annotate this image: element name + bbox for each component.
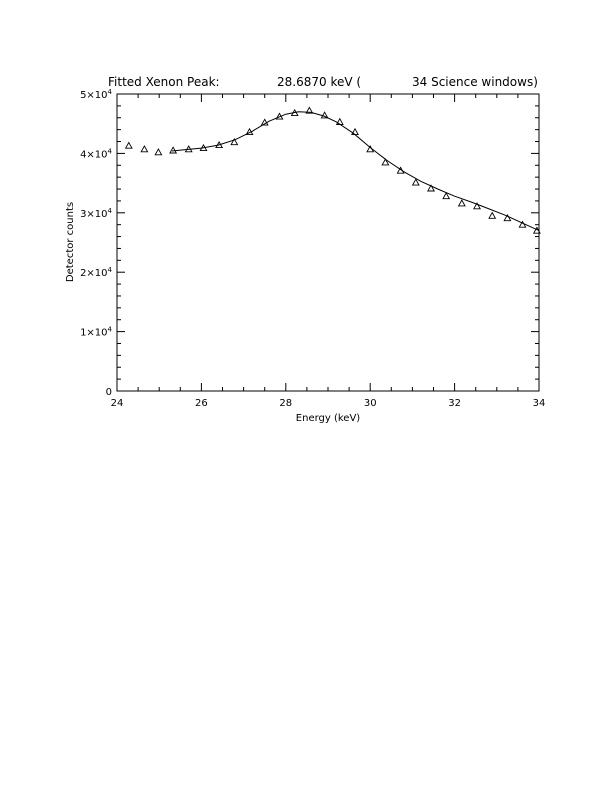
x-tick-label: 24 [111,398,124,409]
data-point-triangle [124,141,133,149]
y-tick-label: 3×104 [80,207,112,220]
y-axis-label: Detector counts [65,202,76,282]
data-point-triangle [154,148,163,156]
data-point-triangle [320,111,329,119]
data-point-triangle [518,220,527,228]
data-point-triangle [488,211,497,219]
y-tick-label: 1×104 [80,326,112,339]
title-science-windows: 34 Science windows) [412,75,538,89]
data-point-triangle [245,127,254,136]
data-point-triangle [411,178,420,186]
y-tick-label: 0 [106,387,112,398]
x-tick-label: 32 [448,398,461,409]
data-point-triangle [230,137,239,146]
y-tick-label: 2×104 [80,266,112,279]
axis-ticks [116,93,540,392]
data-point-triangle [199,143,208,152]
data-point-triangle [366,145,375,153]
data-point-triangle [457,199,466,207]
x-axis-label: Energy (keV) [296,413,361,424]
y-tick-labels: 0 1×104 2×104 3×104 4×104 5×104 [80,88,112,398]
data-point-triangle [381,158,390,166]
fit-curve [171,111,540,232]
data-point-triangle [140,145,149,153]
chart-title: Fitted Xenon Peak: 28.6870 keV ( 34 Scie… [108,75,538,89]
data-point-triangle [275,112,284,120]
x-tick-label: 28 [279,398,292,409]
data-point-triangle [169,146,178,154]
data-point-triangle [184,145,193,153]
data-point-triangle [335,117,344,125]
data-point-triangle [503,213,512,222]
data-point-triangle [532,226,541,234]
title-peak-energy: 28.6870 keV ( [277,75,361,89]
data-point-triangle [427,184,435,192]
plot-frame [116,93,540,392]
fit-curve-group [171,111,540,232]
data-markers-group [124,106,541,234]
data-point-triangle [305,106,314,114]
title-prefix: Fitted Xenon Peak: [108,75,220,89]
data-point-triangle [260,118,269,126]
x-tick-label: 30 [364,398,377,409]
y-tick-label: 5×104 [80,88,112,101]
x-tick-label: 34 [533,398,546,409]
data-point-triangle [290,108,299,117]
data-point-triangle [473,202,481,210]
data-point-triangle [396,166,405,174]
x-tick-labels: 24 26 28 30 32 34 [111,398,546,409]
y-tick-label: 4×104 [80,147,112,160]
x-tick-label: 26 [195,398,208,409]
data-point-triangle [351,127,359,136]
data-point-triangle [442,192,451,200]
data-point-triangle [215,140,224,149]
